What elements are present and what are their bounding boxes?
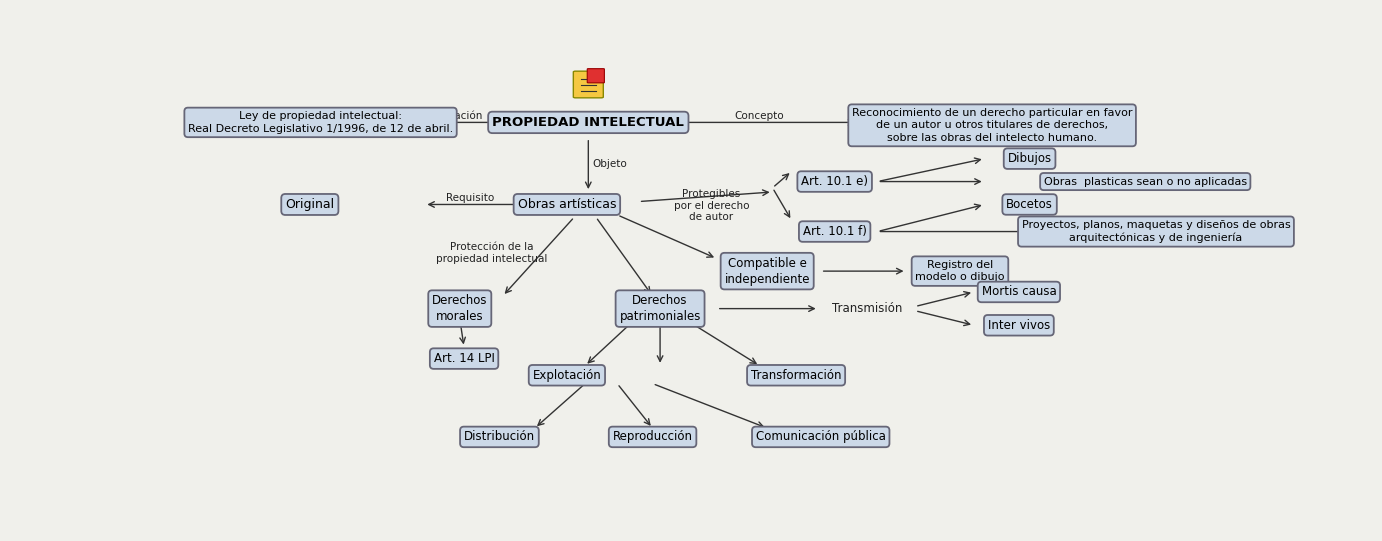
- Text: Concepto: Concepto: [735, 111, 785, 121]
- Text: Mortis causa: Mortis causa: [981, 286, 1056, 299]
- Text: Transformación: Transformación: [750, 369, 842, 382]
- Text: Original: Original: [285, 198, 334, 211]
- Text: Art. 14 LPI: Art. 14 LPI: [434, 352, 495, 365]
- Text: Inter vivos: Inter vivos: [988, 319, 1050, 332]
- Text: Obras  plasticas sean o no aplicadas: Obras plasticas sean o no aplicadas: [1043, 176, 1247, 187]
- Text: Registro del
modelo o dibujo: Registro del modelo o dibujo: [915, 260, 1005, 282]
- Text: Objeto: Objeto: [593, 159, 627, 169]
- Text: Obras artísticas: Obras artísticas: [518, 198, 616, 211]
- Text: Comunicación pública: Comunicación pública: [756, 431, 886, 444]
- Text: Protección de la
propiedad intelectual: Protección de la propiedad intelectual: [437, 242, 547, 264]
- FancyBboxPatch shape: [587, 69, 604, 83]
- Text: Distribución: Distribución: [464, 431, 535, 444]
- Text: Bocetos: Bocetos: [1006, 198, 1053, 211]
- Text: Ley de propiedad intelectual:
Real Decreto Legislativo 1/1996, de 12 de abril.: Ley de propiedad intelectual: Real Decre…: [188, 111, 453, 134]
- Text: PROPIEDAD INTELECTUAL: PROPIEDAD INTELECTUAL: [492, 116, 684, 129]
- Text: Protegibles
por el derecho
de autor: Protegibles por el derecho de autor: [674, 189, 749, 222]
- Text: Art. 10.1 e): Art. 10.1 e): [802, 175, 868, 188]
- Text: Dibujos: Dibujos: [1007, 152, 1052, 165]
- Text: Explotación: Explotación: [532, 369, 601, 382]
- Text: Requisito: Requisito: [446, 193, 495, 203]
- Text: Transmisión: Transmisión: [832, 302, 902, 315]
- Text: Proyectos, planos, maquetas y diseños de obras
arquitectónicas y de ingeniería: Proyectos, planos, maquetas y diseños de…: [1021, 220, 1291, 243]
- Text: Derechos
patrimoniales: Derechos patrimoniales: [619, 294, 701, 323]
- Text: Regulación: Regulación: [424, 111, 482, 121]
- FancyBboxPatch shape: [574, 71, 604, 98]
- Text: Derechos
morales: Derechos morales: [433, 294, 488, 323]
- Text: Reproducción: Reproducción: [612, 431, 692, 444]
- Text: Compatible e
independiente: Compatible e independiente: [724, 256, 810, 286]
- Text: Reconocimiento de un derecho particular en favor
de un autor u otros titulares d: Reconocimiento de un derecho particular …: [851, 108, 1132, 143]
- Text: Art. 10.1 f): Art. 10.1 f): [803, 225, 867, 238]
